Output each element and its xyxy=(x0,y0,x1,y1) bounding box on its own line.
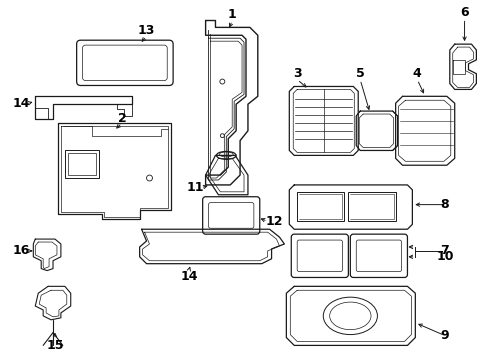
Text: 2: 2 xyxy=(118,112,126,125)
Text: 15: 15 xyxy=(46,339,64,352)
Text: 3: 3 xyxy=(293,67,301,80)
Text: 14: 14 xyxy=(13,97,30,110)
Text: 6: 6 xyxy=(460,6,469,19)
Text: 4: 4 xyxy=(413,67,422,80)
Bar xyxy=(297,192,344,221)
Text: 13: 13 xyxy=(138,24,155,37)
Bar xyxy=(68,153,97,175)
Text: 7: 7 xyxy=(441,244,449,257)
Bar xyxy=(348,192,395,221)
Text: 14: 14 xyxy=(180,270,197,283)
Text: 16: 16 xyxy=(13,244,30,257)
Bar xyxy=(65,150,99,178)
Text: 11: 11 xyxy=(187,181,204,194)
Text: 9: 9 xyxy=(441,329,449,342)
Text: 10: 10 xyxy=(436,250,454,263)
Text: 8: 8 xyxy=(441,198,449,211)
Text: 5: 5 xyxy=(356,67,365,80)
Text: 1: 1 xyxy=(228,8,237,21)
Text: 12: 12 xyxy=(266,215,283,228)
